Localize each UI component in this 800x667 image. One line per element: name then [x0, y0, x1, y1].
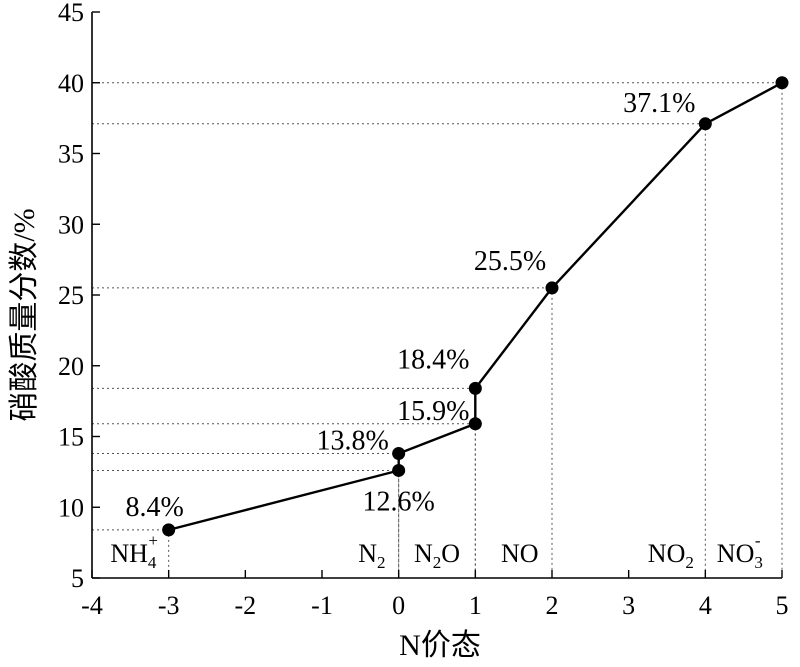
y-tick-label: 40 — [58, 69, 84, 98]
data-point — [162, 523, 176, 537]
y-axis-label: 硝酸质量分数/% — [8, 208, 41, 421]
data-label: 8.4% — [126, 492, 184, 523]
guide-lines — [92, 82, 783, 578]
y-tick-label: 30 — [58, 210, 84, 239]
y-tick-label: 5 — [71, 564, 84, 593]
data-point — [698, 117, 712, 131]
y-tick-label: 45 — [58, 0, 84, 27]
data-label: 25.5% — [474, 246, 546, 277]
y-tick-label: 35 — [58, 140, 84, 169]
x-tick-label: 3 — [622, 591, 635, 620]
nh4-region-label: NH4+ — [110, 531, 158, 572]
data-label: 12.6% — [363, 486, 435, 517]
data-label: 37.1% — [623, 88, 695, 119]
data-labels-layer: 8.4% 12.6% 13.8% 15.9% 18.4% 25.5% 37.1% — [126, 88, 696, 523]
no3-region-label: NO3- — [717, 531, 763, 572]
data-points-layer — [162, 76, 789, 537]
series-line — [168, 81, 783, 532]
n2-region-label: N2 — [358, 539, 385, 572]
data-point — [392, 463, 406, 477]
y-tick-label: 20 — [58, 352, 84, 381]
x-tick-label: 2 — [546, 591, 559, 620]
x-tick-label: -4 — [81, 591, 103, 620]
data-point — [468, 381, 482, 395]
data-point — [468, 417, 482, 431]
data-label: 15.9% — [397, 396, 469, 427]
series-line-layer — [168, 81, 783, 532]
x-tick-label: -3 — [158, 591, 180, 620]
data-point — [545, 281, 559, 295]
data-point — [775, 76, 789, 90]
data-point — [392, 446, 406, 460]
no-region-label: NO — [501, 539, 539, 568]
y-tick-label: 15 — [58, 423, 84, 452]
n2o-region-label: N2O — [414, 539, 460, 572]
x-tick-label: 5 — [776, 591, 789, 620]
y-tick-label: 25 — [58, 281, 84, 310]
y-tick-label: 10 — [58, 493, 84, 522]
x-axis-label: N价态 — [399, 629, 481, 662]
x-tick-label: 0 — [392, 591, 405, 620]
data-label: 18.4% — [397, 344, 469, 375]
data-label: 13.8% — [317, 425, 389, 456]
x-tick-label: -1 — [311, 591, 333, 620]
region-labels-layer: NH4+ N2 N2O NO NO2 NO3- — [110, 531, 763, 572]
x-tick-label: 4 — [699, 591, 712, 620]
x-tick-label: -2 — [234, 591, 256, 620]
no2-region-label: NO2 — [648, 539, 694, 572]
x-tick-label: 1 — [469, 591, 482, 620]
